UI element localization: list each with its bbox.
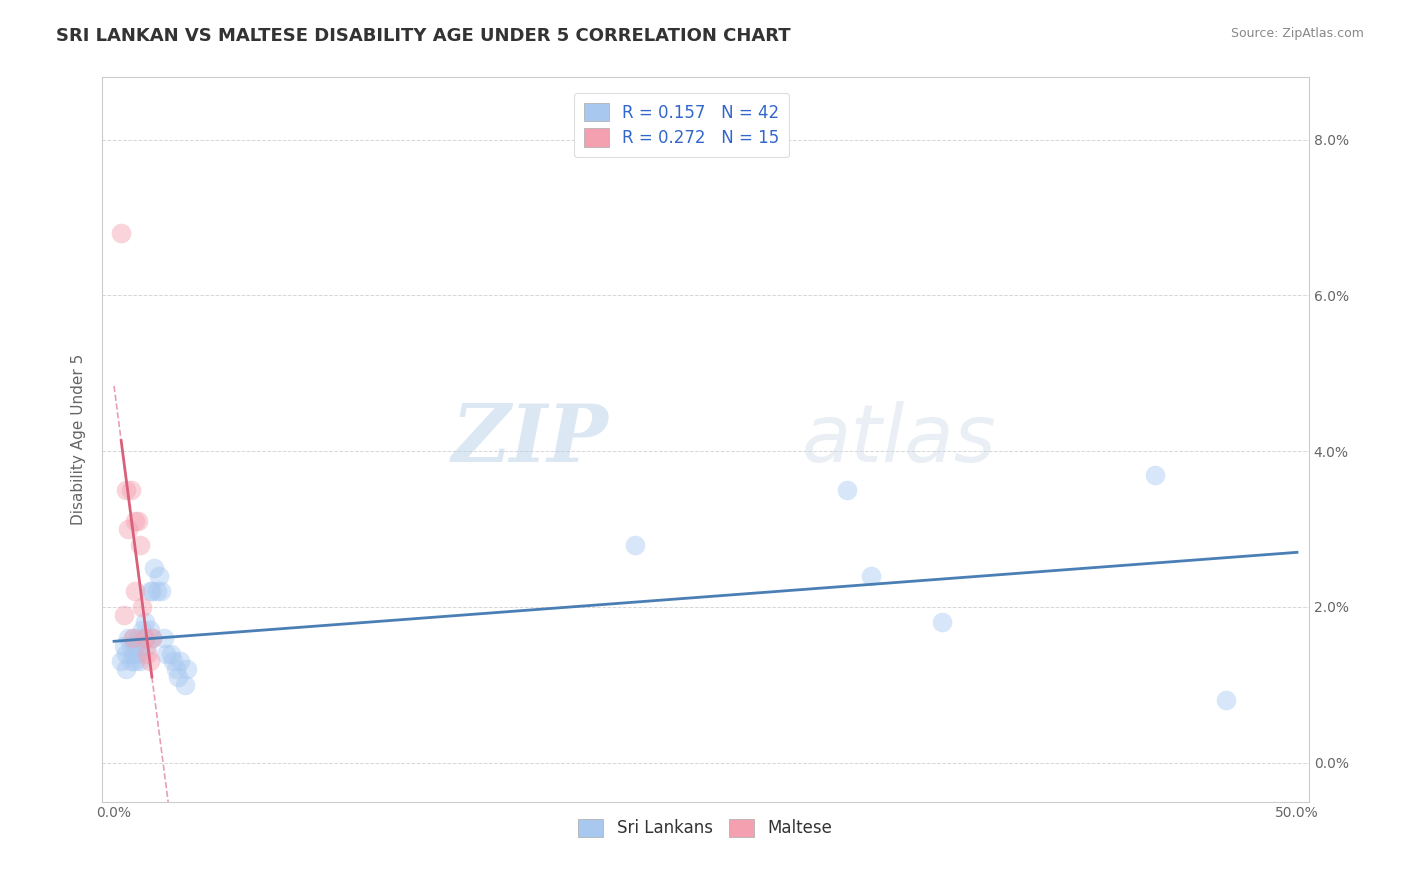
Point — [155, 647, 177, 661]
Point — [127, 647, 149, 661]
Point — [141, 631, 163, 645]
Point — [148, 568, 170, 582]
Point — [122, 631, 145, 645]
Point — [129, 538, 152, 552]
Point — [169, 655, 191, 669]
Point — [165, 662, 187, 676]
Y-axis label: Disability Age Under 5: Disability Age Under 5 — [72, 354, 86, 525]
Point — [117, 522, 139, 536]
Point — [131, 599, 153, 614]
Point — [145, 584, 167, 599]
Legend: Sri Lankans, Maltese: Sri Lankans, Maltese — [572, 812, 839, 844]
Point — [115, 662, 138, 676]
Point — [129, 639, 152, 653]
Point — [129, 655, 152, 669]
Point — [127, 514, 149, 528]
Point — [162, 655, 184, 669]
Point — [122, 647, 145, 661]
Point — [112, 639, 135, 653]
Point — [138, 655, 160, 669]
Point — [127, 631, 149, 645]
Point — [115, 647, 138, 661]
Point — [117, 631, 139, 645]
Point — [1144, 467, 1167, 482]
Point — [134, 631, 156, 645]
Point — [152, 631, 174, 645]
Text: ZIP: ZIP — [453, 401, 609, 478]
Point — [136, 647, 159, 661]
Point — [120, 639, 142, 653]
Point — [124, 584, 146, 599]
Point — [141, 631, 163, 645]
Point — [138, 584, 160, 599]
Point — [112, 607, 135, 622]
Point — [138, 624, 160, 638]
Point — [110, 655, 132, 669]
Point — [120, 483, 142, 497]
Point — [131, 624, 153, 638]
Point — [141, 584, 163, 599]
Text: Source: ZipAtlas.com: Source: ZipAtlas.com — [1230, 27, 1364, 40]
Point — [159, 647, 181, 661]
Point — [860, 568, 883, 582]
Text: atlas: atlas — [801, 401, 997, 478]
Point — [176, 662, 198, 676]
Point — [1215, 693, 1237, 707]
Text: SRI LANKAN VS MALTESE DISABILITY AGE UNDER 5 CORRELATION CHART: SRI LANKAN VS MALTESE DISABILITY AGE UND… — [56, 27, 790, 45]
Point — [122, 631, 145, 645]
Point — [124, 639, 146, 653]
Point — [143, 561, 166, 575]
Point — [931, 615, 953, 630]
Point — [623, 538, 645, 552]
Point — [150, 584, 173, 599]
Point — [167, 670, 190, 684]
Point — [124, 514, 146, 528]
Point — [110, 226, 132, 240]
Point — [134, 615, 156, 630]
Point — [124, 655, 146, 669]
Point — [174, 678, 197, 692]
Point — [120, 655, 142, 669]
Point — [134, 631, 156, 645]
Point — [115, 483, 138, 497]
Point — [136, 639, 159, 653]
Point — [837, 483, 859, 497]
